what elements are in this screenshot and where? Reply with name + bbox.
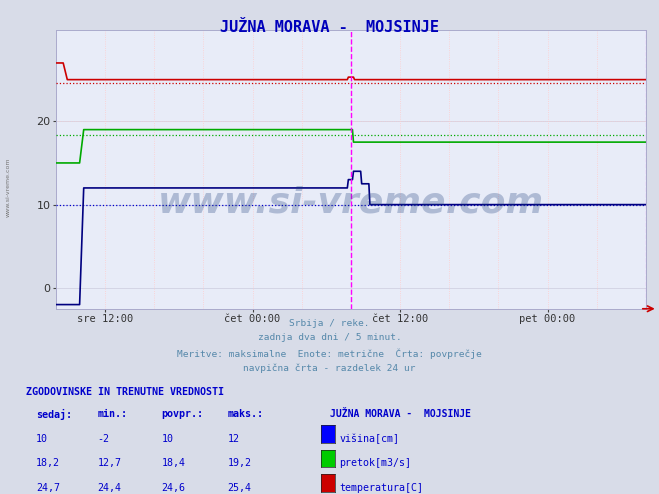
Text: 10: 10 bbox=[36, 434, 48, 444]
Text: temperatura[C]: temperatura[C] bbox=[339, 483, 423, 493]
Text: povpr.:: povpr.: bbox=[161, 409, 204, 419]
Text: navpična črta - razdelek 24 ur: navpična črta - razdelek 24 ur bbox=[243, 363, 416, 372]
Text: maks.:: maks.: bbox=[227, 409, 264, 419]
Text: 18,2: 18,2 bbox=[36, 458, 60, 468]
Text: 25,4: 25,4 bbox=[227, 483, 251, 493]
Text: -2: -2 bbox=[98, 434, 109, 444]
Text: 24,7: 24,7 bbox=[36, 483, 60, 493]
Text: Meritve: maksimalne  Enote: metrične  Črta: povprečje: Meritve: maksimalne Enote: metrične Črta… bbox=[177, 348, 482, 359]
Text: 24,4: 24,4 bbox=[98, 483, 121, 493]
Text: 10: 10 bbox=[161, 434, 173, 444]
Text: 24,6: 24,6 bbox=[161, 483, 185, 493]
Text: pretok[m3/s]: pretok[m3/s] bbox=[339, 458, 411, 468]
Text: JUŽNA MORAVA -  MOJSINJE: JUŽNA MORAVA - MOJSINJE bbox=[220, 20, 439, 35]
Text: min.:: min.: bbox=[98, 409, 128, 419]
Text: višina[cm]: višina[cm] bbox=[339, 434, 399, 444]
Text: www.si-vreme.com: www.si-vreme.com bbox=[5, 158, 11, 217]
Text: ZGODOVINSKE IN TRENUTNE VREDNOSTI: ZGODOVINSKE IN TRENUTNE VREDNOSTI bbox=[26, 387, 224, 397]
Text: zadnja dva dni / 5 minut.: zadnja dva dni / 5 minut. bbox=[258, 333, 401, 342]
Text: Srbija / reke.: Srbija / reke. bbox=[289, 319, 370, 328]
Text: www.si-vreme.com: www.si-vreme.com bbox=[158, 186, 544, 220]
Text: 12,7: 12,7 bbox=[98, 458, 121, 468]
Text: sedaj:: sedaj: bbox=[36, 409, 72, 420]
Text: 18,4: 18,4 bbox=[161, 458, 185, 468]
Text: JUŽNA MORAVA -  MOJSINJE: JUŽNA MORAVA - MOJSINJE bbox=[330, 409, 471, 419]
Text: 12: 12 bbox=[227, 434, 239, 444]
Text: 19,2: 19,2 bbox=[227, 458, 251, 468]
